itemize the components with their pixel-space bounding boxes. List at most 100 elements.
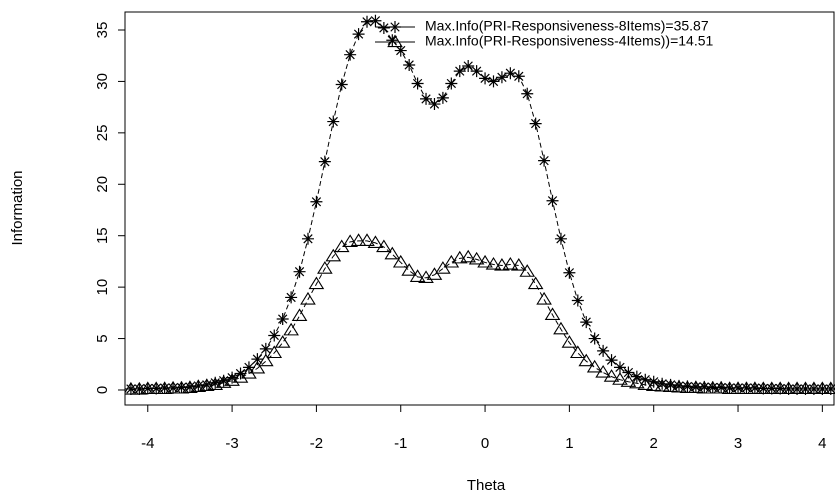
marker-triangle [376,239,392,253]
marker-triangle [384,246,401,260]
marker-asterisk [445,77,458,90]
marker-asterisk [470,65,483,78]
marker-triangle [131,381,148,395]
marker-asterisk [479,72,492,85]
legend-label: Max.Info(PRI-Responsiveness-8Items)=35.8… [425,18,709,34]
marker-triangle [426,267,443,280]
y-tick-label: 30 [94,73,111,90]
marker-asterisk [588,332,601,345]
marker-triangle [485,256,502,270]
marker-triangle [342,234,358,247]
marker-asterisk [462,59,475,72]
marker-triangle [822,381,835,395]
marker-triangle [772,381,789,395]
marker-triangle [300,291,316,305]
marker-asterisk [150,382,163,395]
marker-asterisk [453,65,466,78]
marker-triangle [266,345,283,359]
marker-asterisk [512,70,525,83]
y-tick-label: 35 [94,22,111,39]
marker-triangle [325,248,342,262]
marker-triangle [190,379,207,392]
y-axis-label: Information [9,170,26,245]
marker-asterisk [487,75,500,88]
marker-triangle [350,233,367,246]
marker-asterisk [748,381,761,394]
marker-asterisk [403,58,416,71]
marker-asterisk [251,353,264,366]
marker-triangle [527,276,544,290]
marker-asterisk [622,366,635,379]
marker-asterisk [613,361,626,374]
marker-triangle [519,264,536,277]
marker-asterisk [504,67,517,80]
marker-triangle [536,291,552,305]
marker-triangle [494,257,510,271]
marker-asterisk [183,380,196,393]
marker-triangle [249,360,266,374]
marker-triangle [510,257,527,271]
marker-triangle [603,369,620,382]
marker-triangle [198,378,215,391]
marker-triangle [409,269,426,282]
marker-triangle [232,370,249,383]
y-tick-label: 0 [94,386,111,394]
marker-asterisk [192,379,205,392]
marker-triangle [637,377,654,390]
marker-asterisk [158,381,171,394]
marker-triangle [553,321,569,335]
marker-asterisk [597,344,610,357]
marker-triangle [721,381,738,395]
marker-asterisk [698,380,711,393]
marker-asterisk [318,155,331,168]
marker-asterisk [774,382,787,395]
marker-asterisk [546,194,559,207]
marker-asterisk [344,48,357,61]
marker-asterisk [310,195,323,208]
x-tick-label: 3 [734,435,742,452]
marker-asterisk [335,78,348,91]
marker-triangle [696,380,713,394]
marker-asterisk [259,342,272,355]
marker-asterisk [571,294,584,307]
marker-triangle [578,353,595,367]
legend-label: Max.Info(PRI-Responsiveness-4Items))=14.… [425,33,713,49]
marker-asterisk [816,382,829,395]
marker-triangle [451,250,468,264]
marker-triangle [561,335,578,348]
marker-triangle [780,381,797,395]
marker-asterisk [352,28,365,41]
marker-asterisk [226,371,239,384]
marker-triangle [645,378,662,391]
y-tick-label: 10 [94,279,111,296]
x-tick-label: -3 [225,435,238,452]
x-tick-label: -2 [310,435,323,452]
marker-triangle [629,375,645,389]
marker-asterisk [732,381,745,394]
marker-triangle [612,372,628,385]
marker-asterisk [125,382,137,395]
marker-triangle [367,235,384,249]
marker-asterisk [411,77,424,90]
marker-asterisk [639,373,652,386]
plot-area [125,14,835,395]
marker-triangle [274,335,291,348]
marker-asterisk [133,382,146,395]
marker-triangle [443,254,460,268]
marker-triangle [755,381,772,395]
marker-triangle [620,374,637,387]
marker-triangle [763,381,780,395]
x-tick-label: 2 [650,435,658,452]
marker-triangle [477,254,493,268]
marker-triangle [679,380,696,394]
marker-triangle [165,380,181,394]
marker-asterisk [681,380,694,393]
marker-asterisk [757,382,770,395]
marker-triangle [654,378,670,392]
marker-triangle [730,381,746,395]
marker-triangle [713,380,729,394]
marker-triangle [359,233,375,246]
marker-triangle [595,364,611,378]
x-tick-label: -1 [394,435,407,452]
marker-asterisk [521,87,534,100]
